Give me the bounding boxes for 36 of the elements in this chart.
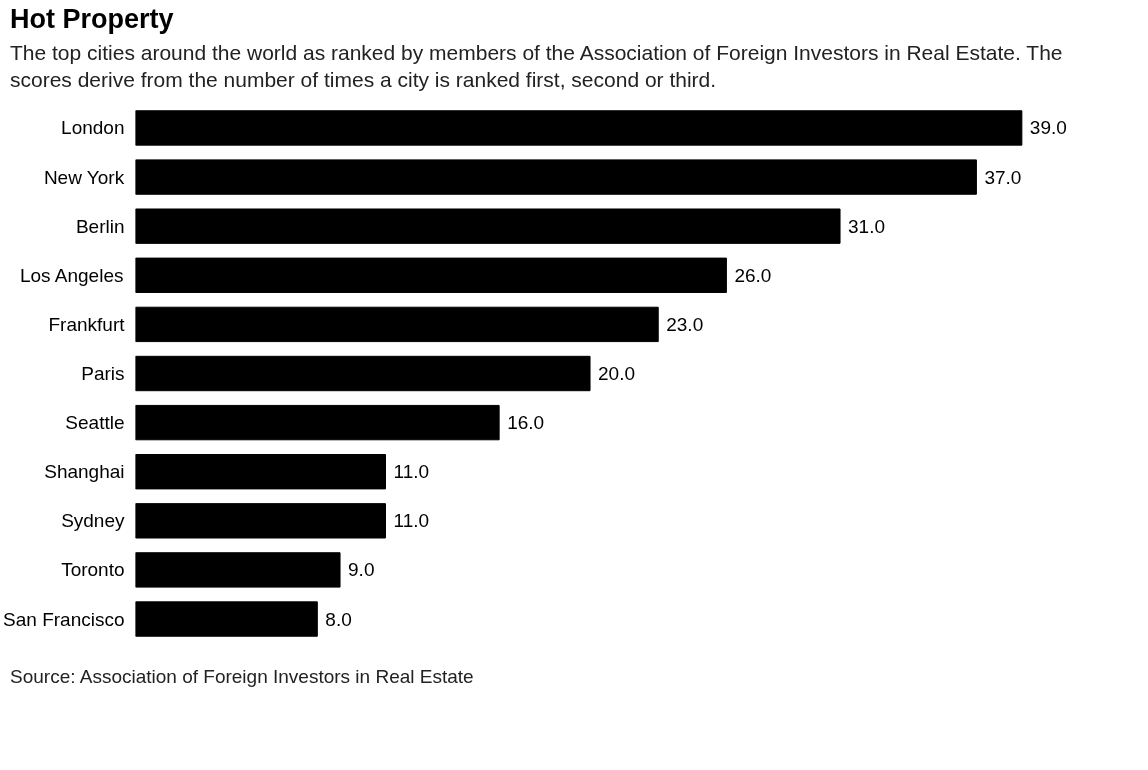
- data-label: 26.0: [734, 264, 772, 286]
- y-tick-label: Los Angeles: [19, 264, 124, 286]
- bar: [135, 158, 977, 195]
- bar: [135, 109, 1023, 146]
- data-label: 8.0: [325, 608, 352, 630]
- data-label: 39.0: [1029, 117, 1067, 139]
- bar: [135, 551, 341, 588]
- data-label: 9.0: [348, 558, 375, 580]
- chart-subtitle: The top cities around the world as ranked by members of the Association of Foreign Investors in Real Estate. The scores derive from the number of times a city is ranked first, second or third.: [10, 39, 1064, 93]
- y-tick-label: Sydney: [61, 509, 125, 531]
- y-tick-label: Frankfurt: [48, 313, 126, 335]
- bar: [135, 502, 386, 539]
- y-tick-label: Toronto: [61, 558, 125, 580]
- chart-title: Hot Property: [10, 3, 174, 36]
- data-label: 31.0: [848, 215, 886, 237]
- bar: [135, 600, 318, 637]
- bar: [135, 355, 591, 391]
- y-tick-label: Seattle: [65, 411, 125, 433]
- source-note: Source: Association of Foreign Investors in Real Estate: [10, 664, 474, 689]
- y-tick-label: London: [61, 117, 125, 139]
- data-label: 11.0: [393, 460, 430, 482]
- bar: [135, 208, 841, 244]
- data-label: 16.0: [507, 411, 545, 433]
- bar: [135, 404, 500, 440]
- data-label: 11.0: [393, 509, 430, 531]
- y-tick-label: New York: [43, 166, 125, 188]
- data-label: 23.0: [666, 313, 704, 335]
- bar: [135, 453, 386, 489]
- y-tick-label: San Francisco: [3, 608, 125, 630]
- y-tick-label: Shanghai: [44, 460, 125, 482]
- y-tick-label: Berlin: [75, 215, 125, 237]
- bar: [135, 257, 727, 293]
- data-label: 20.0: [598, 362, 636, 384]
- data-label: 37.0: [984, 166, 1022, 188]
- y-tick-label: Paris: [81, 362, 125, 384]
- bar: [135, 306, 659, 342]
